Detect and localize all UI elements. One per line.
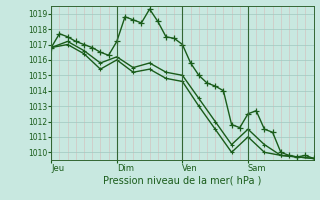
X-axis label: Pression niveau de la mer( hPa ): Pression niveau de la mer( hPa ) — [103, 176, 261, 186]
